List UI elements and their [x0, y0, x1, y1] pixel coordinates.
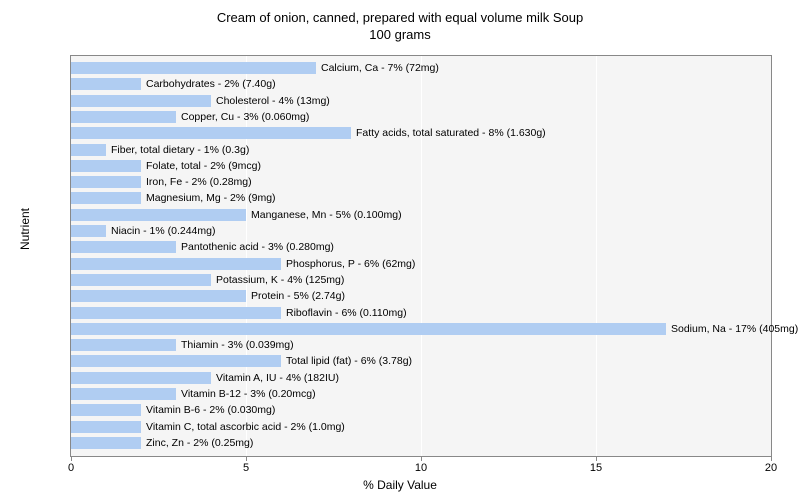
y-axis-label: Nutrient — [18, 208, 32, 250]
bar-label: Calcium, Ca - 7% (72mg) — [321, 62, 439, 74]
bar — [71, 421, 141, 433]
bar — [71, 323, 666, 335]
bar — [71, 339, 176, 351]
x-tick-label: 0 — [68, 462, 74, 474]
bar — [71, 176, 141, 188]
bar-label: Sodium, Na - 17% (405mg) — [671, 323, 798, 335]
bar-label: Zinc, Zn - 2% (0.25mg) — [146, 437, 253, 449]
bar-label: Riboflavin - 6% (0.110mg) — [286, 307, 407, 319]
bar — [71, 241, 176, 253]
bar — [71, 290, 246, 302]
bar-label: Carbohydrates - 2% (7.40g) — [146, 78, 276, 90]
x-tick-label: 20 — [765, 462, 777, 474]
bar-label: Iron, Fe - 2% (0.28mg) — [146, 176, 252, 188]
bar — [71, 225, 106, 237]
grid-line — [596, 56, 597, 456]
x-tick-label: 5 — [243, 462, 249, 474]
x-tick-mark — [246, 456, 247, 461]
bar — [71, 209, 246, 221]
bar — [71, 437, 141, 449]
x-tick-label: 10 — [415, 462, 427, 474]
bar — [71, 307, 281, 319]
bar-label: Total lipid (fat) - 6% (3.78g) — [286, 355, 412, 367]
bar — [71, 95, 211, 107]
bar-label: Phosphorus, P - 6% (62mg) — [286, 258, 415, 270]
bar — [71, 111, 176, 123]
bar-label: Pantothenic acid - 3% (0.280mg) — [181, 241, 334, 253]
bar — [71, 258, 281, 270]
bar-label: Protein - 5% (2.74g) — [251, 290, 345, 302]
bar-label: Vitamin B-12 - 3% (0.20mcg) — [181, 388, 316, 400]
bar-label: Vitamin C, total ascorbic acid - 2% (1.0… — [146, 421, 345, 433]
bar — [71, 78, 141, 90]
bar-label: Potassium, K - 4% (125mg) — [216, 274, 344, 286]
x-tick-mark — [771, 456, 772, 461]
bar-label: Fatty acids, total saturated - 8% (1.630… — [356, 127, 546, 139]
bar-label: Folate, total - 2% (9mcg) — [146, 160, 261, 172]
nutrient-chart: Cream of onion, canned, prepared with eq… — [0, 0, 800, 500]
x-axis-label: % Daily Value — [0, 478, 800, 492]
bar-label: Vitamin B-6 - 2% (0.030mg) — [146, 404, 275, 416]
chart-title: Cream of onion, canned, prepared with eq… — [0, 0, 800, 44]
bar — [71, 372, 211, 384]
bar-label: Thiamin - 3% (0.039mg) — [181, 339, 294, 351]
grid-line — [421, 56, 422, 456]
bar-label: Copper, Cu - 3% (0.060mg) — [181, 111, 309, 123]
bar-label: Magnesium, Mg - 2% (9mg) — [146, 192, 276, 204]
bar-label: Cholesterol - 4% (13mg) — [216, 95, 330, 107]
plot-area: 05101520Calcium, Ca - 7% (72mg)Carbohydr… — [70, 55, 772, 457]
bar — [71, 274, 211, 286]
bar-label: Niacin - 1% (0.244mg) — [111, 225, 215, 237]
bar — [71, 160, 141, 172]
bar — [71, 127, 351, 139]
title-line-2: 100 grams — [369, 27, 430, 42]
bar — [71, 192, 141, 204]
bar-label: Manganese, Mn - 5% (0.100mg) — [251, 209, 402, 221]
x-tick-label: 15 — [590, 462, 602, 474]
bar-label: Vitamin A, IU - 4% (182IU) — [216, 372, 339, 384]
bar-label: Fiber, total dietary - 1% (0.3g) — [111, 144, 249, 156]
bar — [71, 62, 316, 74]
title-line-1: Cream of onion, canned, prepared with eq… — [217, 10, 583, 25]
x-tick-mark — [596, 456, 597, 461]
x-tick-mark — [71, 456, 72, 461]
bar — [71, 404, 141, 416]
bar — [71, 144, 106, 156]
x-tick-mark — [421, 456, 422, 461]
bar — [71, 388, 176, 400]
bar — [71, 355, 281, 367]
